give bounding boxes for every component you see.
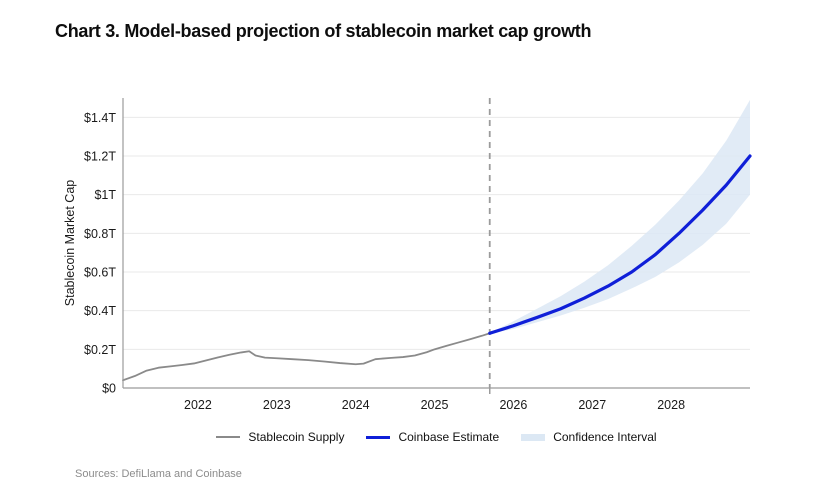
x-axis-tick-label: 2025 (421, 398, 449, 412)
legend-swatch-icon (366, 435, 391, 439)
x-axis-tick-label: 2026 (499, 398, 527, 412)
legend-label: Stablecoin Supply (248, 430, 345, 444)
y-axis-tick-label: $1.2T (84, 150, 116, 164)
chart-title: Chart 3. Model-based projection of stabl… (55, 21, 592, 41)
y-axis-tick-label: $1T (94, 188, 116, 202)
legend-label: Confidence Interval (553, 430, 657, 444)
series-line-coinbase-estimate (488, 154, 752, 335)
legend-swatch-icon (216, 436, 241, 438)
x-axis-tick-label: 2024 (342, 398, 370, 412)
source-note: Sources: DefiLlama and Coinbase (75, 468, 242, 480)
x-axis-tick-label: 2022 (184, 398, 212, 412)
confidence-band (489, 99, 750, 334)
y-axis-tick-label: $0.2T (84, 343, 116, 357)
x-axis-tick-label: 2023 (263, 398, 291, 412)
legend-swatch-icon (521, 433, 546, 441)
y-axis-tick-label: $0.8T (84, 227, 116, 241)
y-axis-tick-label: $0.4T (84, 304, 116, 318)
y-axis-tick-label: $0 (102, 382, 116, 396)
y-axis-tick-label: $1.4T (84, 111, 116, 125)
chart-legend: Stablecoin Supply Coinbase Estimate Confid… (123, 430, 750, 444)
x-axis-tick-label: 2028 (657, 398, 685, 412)
series-line-stablecoin-supply (122, 332, 491, 382)
x-axis-tick-label: 2027 (578, 398, 606, 412)
legend-label: Coinbase Estimate (398, 430, 500, 444)
y-axis-tick-label: $0.6T (84, 266, 116, 280)
legend-item-stablecoin-supply: Stablecoin Supply (216, 430, 344, 444)
legend-item-confidence-interval: Confidence Interval (521, 430, 657, 444)
legend-item-coinbase-estimate: Coinbase Estimate (366, 430, 499, 444)
